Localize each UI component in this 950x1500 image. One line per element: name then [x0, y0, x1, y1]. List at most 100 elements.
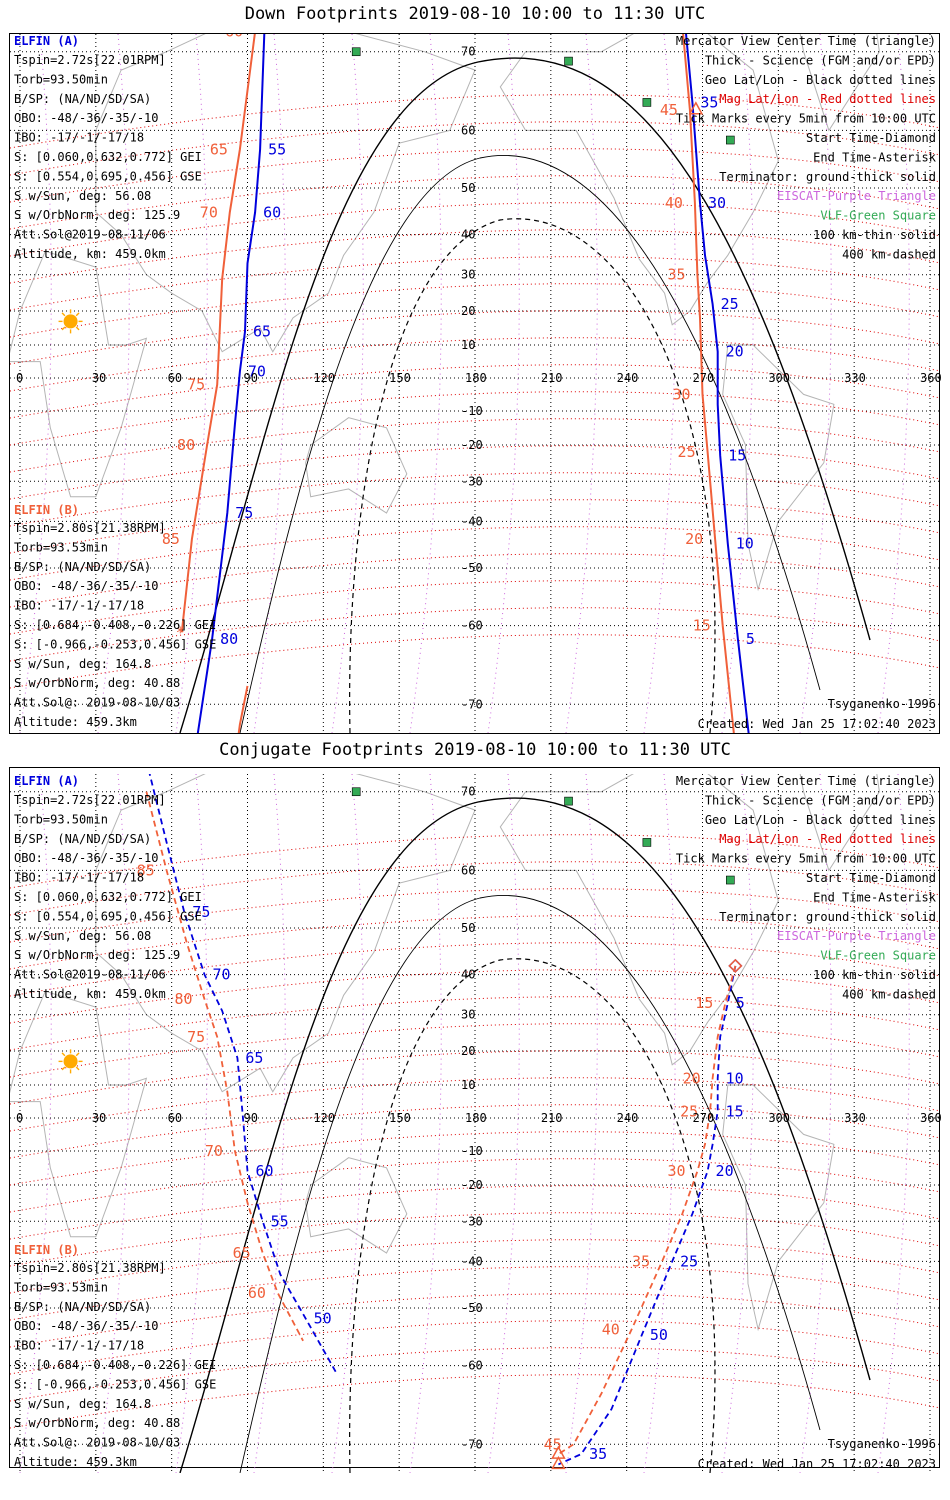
lat-tick-label: -10 — [461, 1144, 483, 1158]
lon-tick-label: 0 — [16, 371, 23, 385]
sat-a-info-line: B/SP: (NA/ND/SD/SA) — [14, 832, 151, 846]
sat-b-info-line: S w/OrbNorm, deg: 40.88 — [14, 1416, 180, 1430]
legend-line: 400 km-dashed — [842, 987, 936, 1001]
panel-2-title: Conjugate Footprints 2019-08-10 10:00 to… — [219, 740, 731, 760]
mag-parallel — [10, 1239, 939, 1294]
lon-tick-label: 240 — [617, 1111, 639, 1125]
created-timestamp: Created: Wed Jan 25 17:02:40 2023 — [698, 717, 936, 731]
track-time-label: 35 — [700, 93, 718, 111]
continent-outline-5 — [799, 34, 880, 132]
lat-tick-label: 10 — [461, 1078, 475, 1092]
vlf-site-square — [351, 787, 361, 797]
track-time-label: 85 — [162, 530, 180, 548]
continent-outline-3 — [499, 774, 779, 1066]
sat-b-info-line: OBO: -48/-36/-35/-10 — [14, 579, 159, 593]
mag-parallel — [10, 1347, 939, 1402]
vlf-site-square — [89, 5, 97, 13]
lon-tick-label: 60 — [168, 1111, 182, 1125]
vlf-site-square — [89, 745, 97, 753]
lat-tick-label: -60 — [461, 1359, 483, 1373]
sat-b-info-line: B/SP: (NA/ND/SD/SA) — [14, 560, 151, 574]
sun-icon — [63, 314, 78, 329]
vlf-site-square — [726, 875, 735, 885]
mag-parallel — [10, 499, 939, 554]
sun-ray — [61, 1066, 66, 1071]
footprint-track-0 — [196, 34, 266, 733]
footprint-track-4 — [682, 34, 735, 733]
track-time-label: 25 — [678, 443, 696, 461]
mag-meridian — [331, 34, 364, 733]
mag-parallel — [10, 526, 939, 581]
continent-outline-2 — [305, 1157, 408, 1254]
mag-parallel — [10, 1104, 939, 1159]
track-time-label: 20 — [683, 1069, 701, 1087]
mag-parallel — [10, 472, 939, 527]
track-time-label: 5 — [746, 630, 755, 648]
sun-ray — [61, 312, 66, 317]
lon-tick-label: 360 — [920, 1111, 942, 1125]
lat-tick-label: 20 — [461, 1044, 475, 1058]
track-time-label: 45 — [544, 1435, 562, 1453]
mag-parallel — [10, 148, 939, 203]
track-time-label: 35 — [667, 266, 685, 284]
sat-a-info-line: S w/OrbNorm, deg: 125.9 — [14, 948, 180, 962]
lat-tick-label: -70 — [461, 1437, 483, 1451]
track-time-label: 60 — [256, 1162, 274, 1180]
lon-tick-label: 180 — [465, 1111, 487, 1125]
mag-parallel — [10, 580, 939, 635]
sat-a-info-line: S: [0.554,0.695,0.456] GSE — [14, 169, 202, 183]
mag-parallel — [10, 1158, 939, 1213]
mag-parallel — [10, 834, 939, 889]
sat-b-info-line: Torb=93.53min — [14, 540, 108, 554]
track-time-label: 15 — [693, 617, 711, 635]
mag-parallel — [10, 391, 939, 446]
lat-tick-label: -70 — [461, 697, 483, 711]
sat-a-info-line: S: [0.060,0.632,0.772] GEI — [14, 150, 202, 164]
sat-a-name: ELFIN (A) — [14, 774, 79, 788]
track-time-label: 25 — [680, 1102, 698, 1120]
footprint-track-3 — [557, 965, 737, 1455]
lon-tick-label: 90 — [244, 371, 258, 385]
lat-tick-label: -20 — [461, 438, 483, 452]
lon-tick-label: 150 — [389, 371, 411, 385]
sat-b-info-line: S: [-0.966,-0.253,0.456] GSE — [14, 637, 216, 651]
terminator-ground — [179, 57, 871, 733]
sat-b-name: ELFIN (B) — [14, 503, 79, 517]
track-time-label: 15 — [728, 447, 746, 465]
legend-line: Start Time-Diamond — [806, 131, 936, 145]
sat-a-info-line: S w/OrbNorm, deg: 125.9 — [14, 208, 180, 222]
footprint-track-1 — [145, 791, 304, 1342]
track-time-label: 80 — [154, 752, 172, 770]
lat-tick-label: -30 — [461, 1214, 483, 1228]
lon-tick-label: 270 — [693, 1111, 715, 1125]
sat-a-info-line: IBO: -17/-1/-17/18 — [14, 871, 144, 885]
sat-b-info-line: IBO: -17/-1/-17/18 — [14, 1339, 144, 1353]
lat-tick-label: -60 — [461, 619, 483, 633]
sat-b-info-line: Altitude: 459.3km — [14, 1455, 137, 1469]
track-time-label: 80 — [177, 436, 195, 454]
track-time-label: 65 — [253, 323, 271, 341]
created-timestamp: Created: Wed Jan 25 17:02:40 2023 — [698, 1457, 936, 1471]
model-name: Tsyganenko-1996 — [828, 697, 936, 711]
lon-tick-label: 120 — [313, 371, 335, 385]
sat-b-info-line: B/SP: (NA/ND/SD/SA) — [14, 1300, 151, 1314]
continent-outline-1 — [10, 990, 148, 1238]
sun-ray — [61, 326, 66, 331]
track-time-label: 75 — [187, 1028, 205, 1046]
footprint-track-1 — [180, 34, 256, 633]
mag-parallel — [10, 607, 939, 662]
map-layer: 5055606570758085606570758085403530252015… — [10, 5, 939, 733]
end-asterisk-marker: * — [176, 623, 185, 641]
lat-tick-label: 50 — [461, 181, 475, 195]
continent-outline-5 — [799, 774, 880, 872]
track-time-label: 60 — [225, 23, 243, 41]
mag-parallel — [10, 942, 939, 997]
legend-line: EISCAT-Purple Triangle — [777, 929, 936, 943]
vlf-site-square — [564, 56, 573, 66]
mag-parallel — [10, 915, 939, 970]
mag-parallel — [10, 1293, 939, 1348]
legend-line: Tick Marks every 5min from 10:00 UTC — [676, 852, 936, 866]
mag-meridian — [643, 774, 676, 1473]
sat-b-info-line: Att.Sol@: 2019-08-10/03 — [14, 1436, 180, 1450]
lat-tick-label: -50 — [461, 1301, 483, 1315]
